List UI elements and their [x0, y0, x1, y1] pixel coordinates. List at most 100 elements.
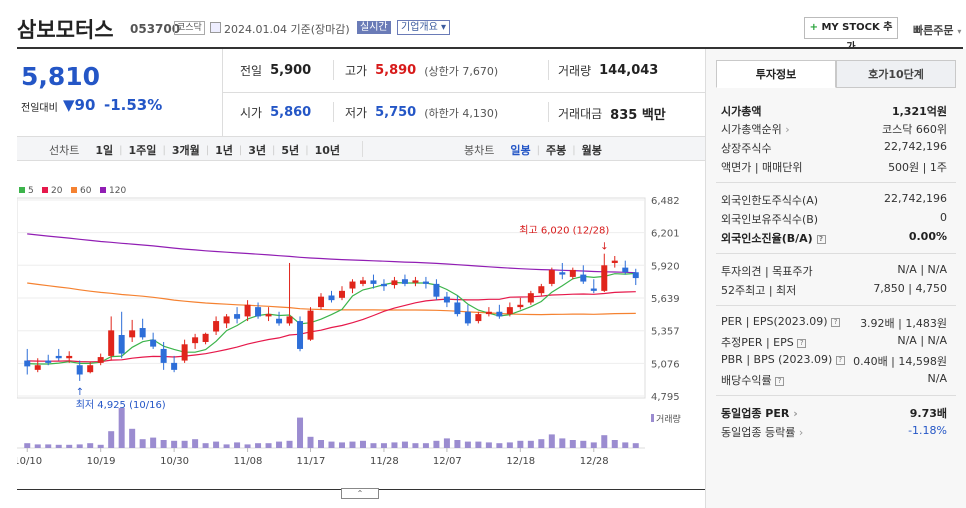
divider: [548, 102, 549, 122]
per-label: PER | EPS(2023.09) ?: [721, 315, 841, 331]
candle-body: [265, 314, 272, 317]
add-mystock-button[interactable]: + MY STOCK 추가: [804, 17, 898, 53]
opinion-row: 투자의견 | 목표주가 N/A | N/A: [721, 263, 947, 279]
volume-bar: [55, 444, 62, 448]
help-icon[interactable]: ?: [816, 234, 826, 244]
foreign-rate-row: 외국인소진율(B/A) ? 0.00%: [721, 230, 947, 246]
period-10y[interactable]: 10년: [314, 144, 340, 157]
realtime-button[interactable]: 실시간: [357, 21, 391, 34]
market-cap-row: 시가총액 1,321억원: [721, 103, 947, 119]
quick-order-button[interactable]: 빠른주문 ▾: [913, 22, 961, 38]
line-chart-periods: 선차트 1일 | 1주일 | 3개월 | 1년 | 3년 | 5년 | 10년: [49, 144, 340, 157]
period-3y[interactable]: 3년: [248, 144, 267, 157]
volume-bar: [527, 440, 534, 448]
candle-body: [464, 311, 471, 324]
candle-body: [286, 316, 293, 324]
divider: [716, 182, 956, 183]
tab-orderbook[interactable]: 호가10단계: [836, 60, 956, 88]
sector-per-label[interactable]: 동일업종 PER ›: [721, 407, 798, 420]
volume-bar: [349, 441, 356, 448]
help-icon[interactable]: ?: [775, 376, 785, 386]
y-tick-label: 5,639: [651, 294, 680, 305]
candle-monthly[interactable]: 월봉: [581, 144, 602, 157]
per-value: 3.92배 | 1,483원: [860, 317, 947, 330]
eper-row: 추정PER | EPS ? N/A | N/A: [721, 334, 947, 350]
eper-label: 추정PER | EPS ?: [721, 334, 807, 350]
candle-body: [129, 330, 136, 338]
pbr-value: 0.40배 | 14,598원: [853, 355, 947, 368]
divider: [362, 141, 363, 157]
volume-label: 거래량: [558, 64, 592, 78]
price-change: ▼90: [63, 96, 96, 114]
open-label: 시가: [240, 106, 263, 120]
help-icon[interactable]: ?: [831, 317, 841, 327]
candle-body: [328, 295, 335, 301]
tab-invest-info[interactable]: 투자정보: [716, 60, 836, 88]
dividend-row: 배당수익률 ? N/A: [721, 372, 947, 388]
candle-body: [234, 314, 241, 319]
company-overview-dropdown[interactable]: 기업개요 ▾: [397, 20, 451, 35]
volume: 거래량 144,043: [558, 62, 658, 79]
period-5y[interactable]: 5년: [281, 144, 300, 157]
collapse-chart-button[interactable]: ⌃: [341, 488, 379, 499]
candle-body: [401, 279, 408, 284]
volume-bar: [401, 441, 408, 448]
volume-bar: [318, 440, 325, 448]
divider: [716, 253, 956, 254]
eper-value: N/A | N/A: [897, 334, 947, 347]
low-label: 저가: [345, 106, 368, 120]
ma5-line: [27, 272, 636, 365]
prev-label: 전일: [240, 64, 263, 78]
candle-body: [632, 272, 639, 279]
legend-label: 120: [109, 186, 126, 196]
candle-weekly[interactable]: 주봉: [546, 144, 567, 157]
volume-bar: [338, 442, 345, 448]
sector-rate-label[interactable]: 동일업종 등락률 ›: [721, 426, 804, 439]
volume-bar: [601, 435, 608, 448]
divider: [548, 60, 549, 80]
chevron-up-icon: ⌃: [356, 489, 364, 498]
w52-label: 52주최고 | 최저: [721, 284, 797, 297]
foreign-hold-value: 0: [940, 211, 947, 224]
volume-bar: [590, 442, 597, 448]
y-tick-label: 6,201: [651, 229, 680, 240]
overview-label: 기업개요: [401, 22, 438, 33]
legend-swatch: [19, 187, 25, 193]
candle-daily[interactable]: 일봉: [510, 144, 531, 157]
candle-body: [611, 260, 618, 263]
candle-body: [76, 365, 83, 375]
period-1w[interactable]: 1주일: [128, 144, 157, 157]
candle-body: [213, 321, 220, 332]
help-icon[interactable]: ?: [835, 355, 845, 365]
candle-body: [422, 281, 429, 284]
rank-row: 시가총액순위 › 코스닥 660위: [721, 121, 947, 137]
volume-bar: [580, 440, 587, 448]
volume-bar: [255, 443, 262, 448]
candle-chart-label: 봉차트: [464, 144, 495, 157]
up-arrow-icon: ↑: [76, 387, 84, 398]
low-annotation: 최저 4,925 (10/16): [76, 399, 166, 411]
stock-chart[interactable]: 5 20 60 120 6,482 6,201 5,920 5,639 5,357 5,076 4…: [17, 180, 705, 470]
calendar-icon: [210, 22, 221, 33]
candle-body: [108, 330, 115, 356]
candle-body: [338, 290, 345, 298]
period-3m[interactable]: 3개월: [171, 144, 200, 157]
volume-bar: [517, 440, 524, 448]
candle-body: [359, 280, 366, 284]
candle-body: [349, 281, 356, 289]
opinion-value: N/A | N/A: [897, 263, 947, 276]
upper-limit: (상한가 7,670): [424, 64, 499, 78]
ma60-line: [27, 282, 636, 316]
volume-bar: [307, 436, 314, 448]
down-arrow-icon: ↓: [600, 242, 608, 253]
divider: [333, 102, 334, 122]
candle-body: [244, 304, 251, 317]
period-1d[interactable]: 1일: [95, 144, 114, 157]
rank-label[interactable]: 시가총액순위 ›: [721, 123, 790, 136]
candle-body: [192, 337, 199, 344]
candle-body: [559, 272, 566, 275]
shares-value: 22,742,196: [884, 140, 947, 153]
help-icon[interactable]: ?: [797, 338, 807, 348]
candle-body: [276, 318, 283, 324]
period-1y[interactable]: 1년: [215, 144, 233, 157]
